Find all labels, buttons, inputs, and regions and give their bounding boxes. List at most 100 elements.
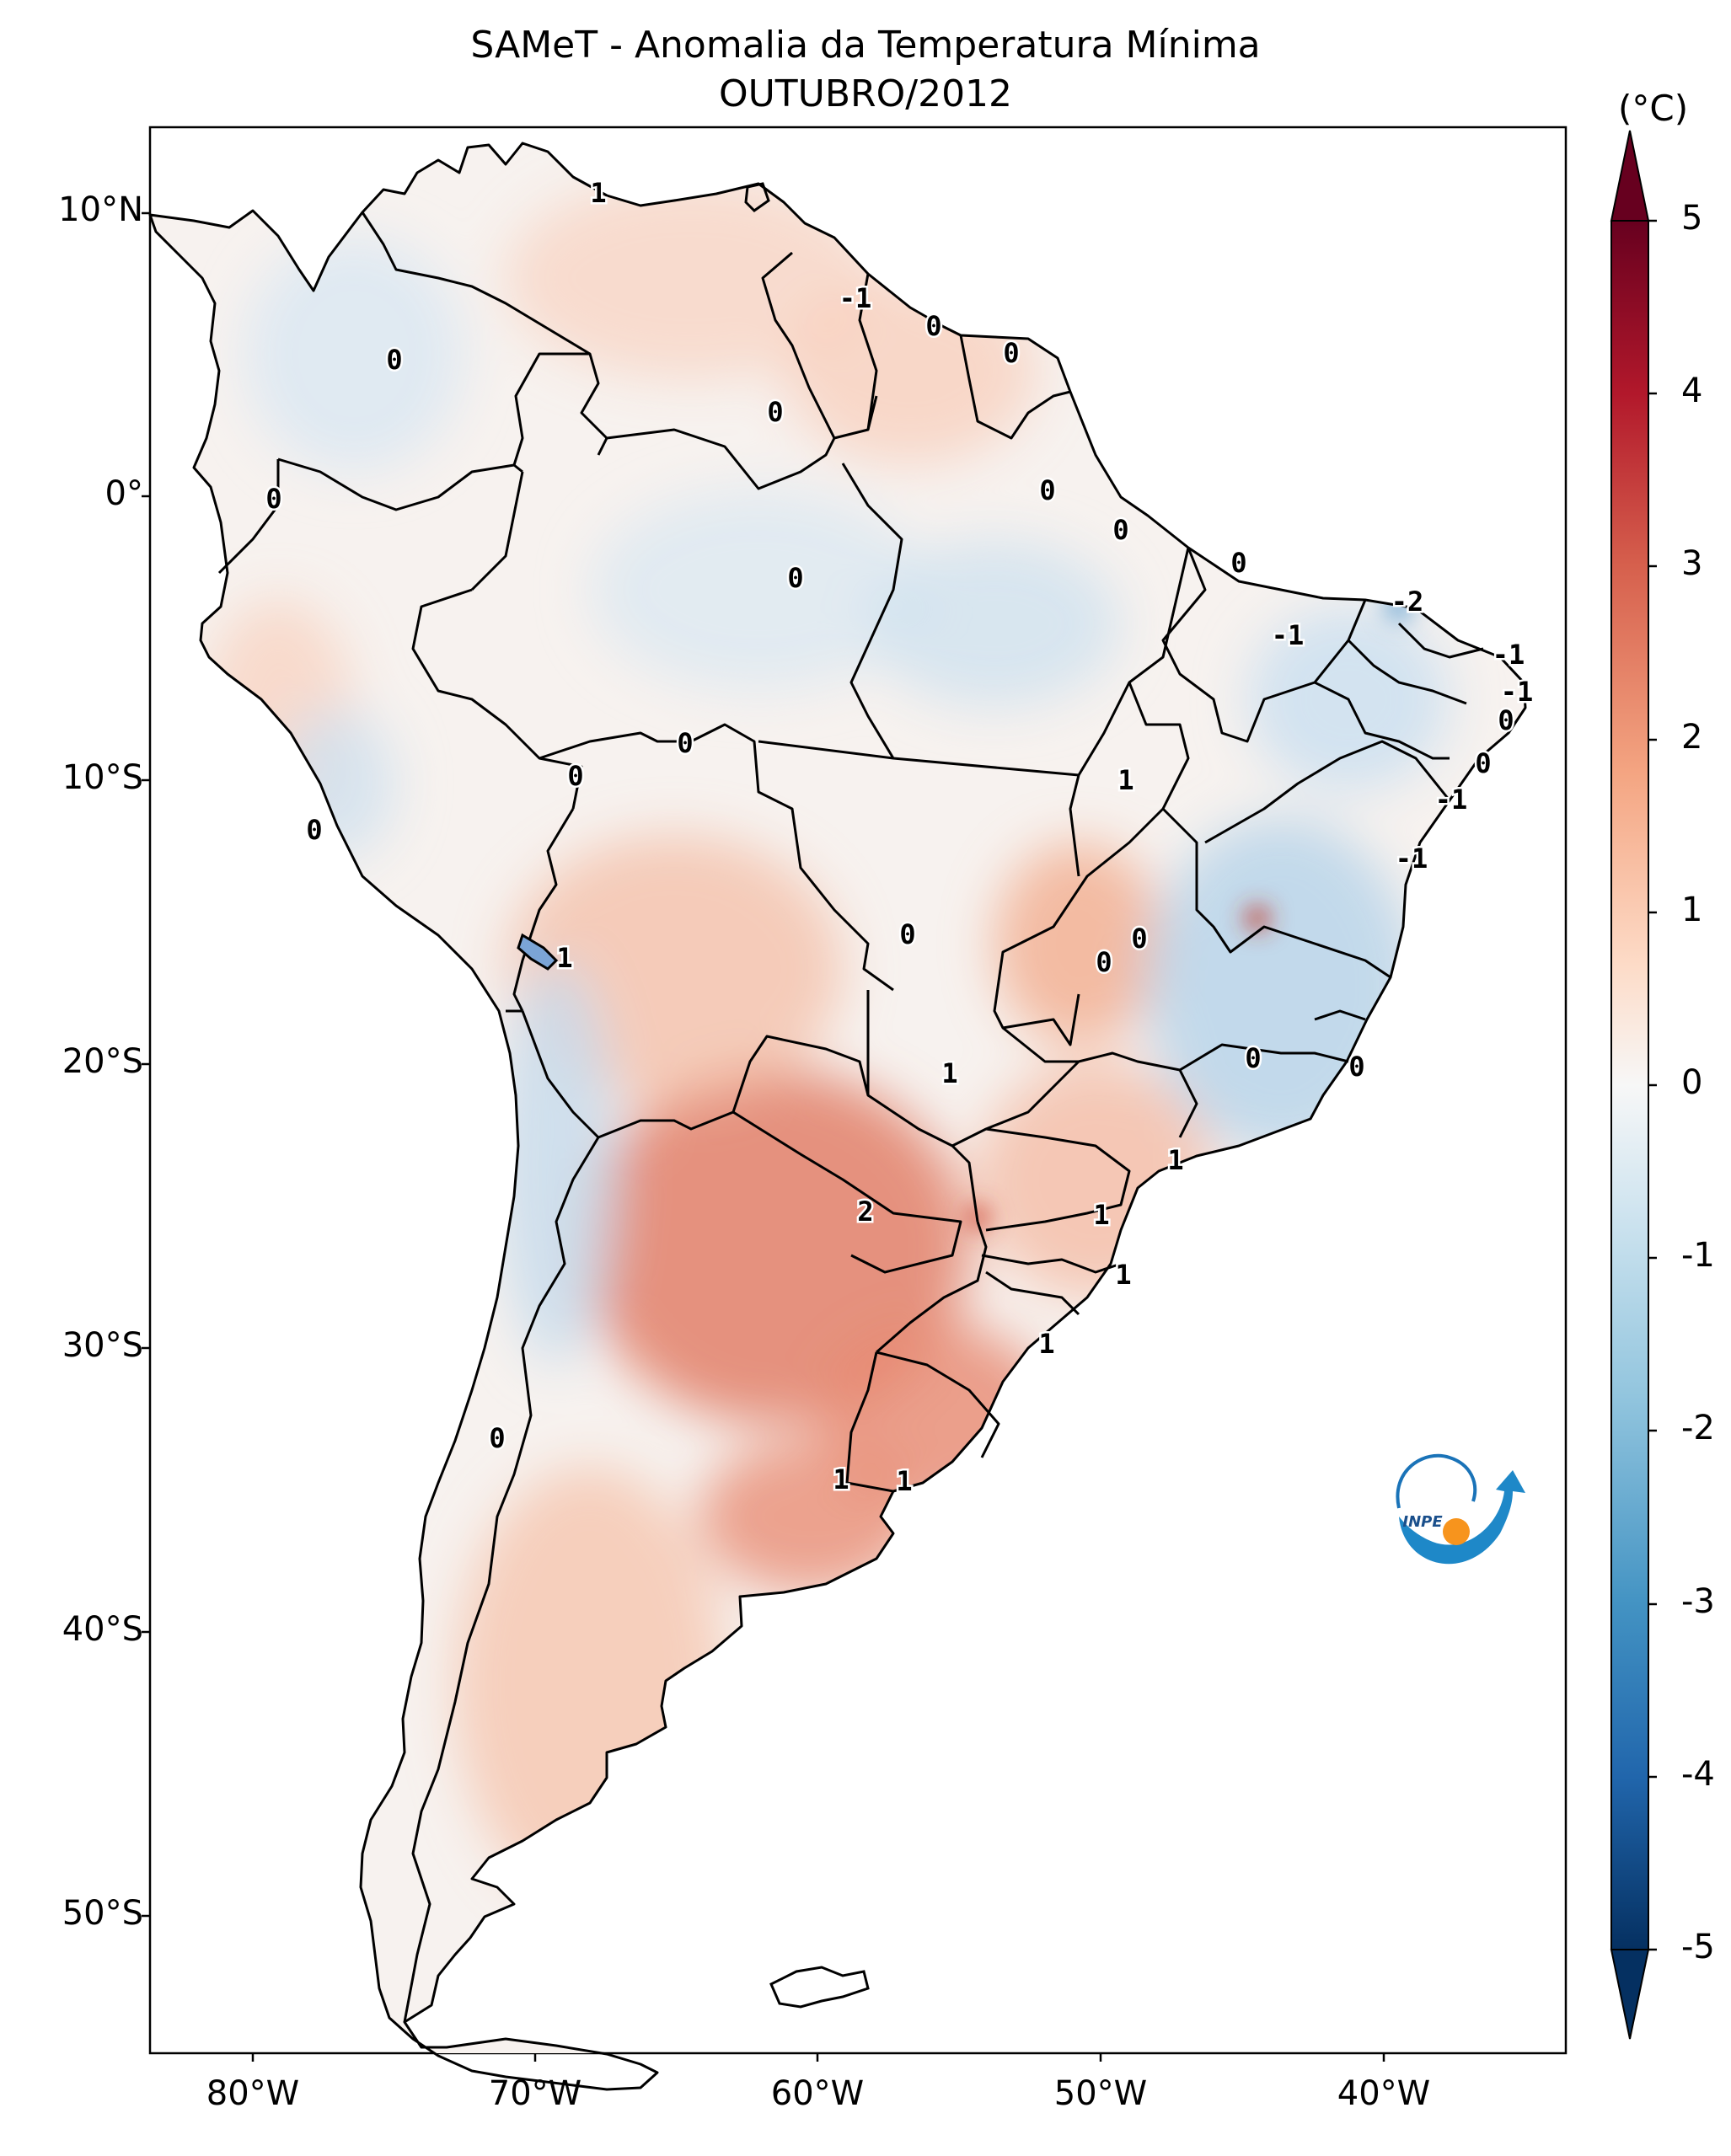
contour-label: -1 [1493, 639, 1525, 671]
colorbar-top-extend [1610, 130, 1650, 222]
trinidad [744, 182, 770, 212]
contour-label: 0 [1003, 337, 1019, 369]
lat-tick-label: 0° [105, 474, 143, 513]
colorbar-tick-label: -4 [1681, 1755, 1715, 1794]
border-brazil-bolivia [539, 723, 894, 992]
brazil-states-southeast [951, 1009, 1366, 1316]
cool-anomaly-colombia [244, 236, 464, 472]
contour-label: -2 [1391, 586, 1424, 618]
contour-label: 0 [1131, 923, 1147, 955]
border-peru-bolivia [512, 808, 575, 1012]
colorbar-unit: (°C) [1618, 88, 1689, 129]
contour-label: 0 [787, 562, 803, 594]
colorbar-tick-label: -1 [1681, 1236, 1715, 1275]
border-paraguay-brazil [867, 1094, 979, 1222]
contour-label: 1 [1115, 1259, 1131, 1291]
contour-label: 1 [896, 1465, 912, 1497]
contour-label: 0 [386, 344, 402, 376]
lon-tick-label: 70°W [488, 2074, 582, 2113]
contour-label: -1 [839, 282, 872, 314]
brazil-states-north [758, 463, 1391, 1046]
warm-anomaly-venezuela [506, 177, 876, 379]
border-ecuador-peru [217, 459, 280, 575]
lat-tick-label: 40°S [62, 1610, 143, 1649]
contour-label: 0 [925, 310, 941, 342]
contour-labels: 1 -1 0 0 0 0 0 0 0 0 0 -2 -1 -1 -1 0 0 -… [264, 175, 1535, 1500]
falkland-islands [769, 1966, 870, 2009]
border-colombia-venezuela [361, 211, 608, 456]
contour-label: -1 [1272, 619, 1305, 651]
contour-label: 0 [767, 396, 783, 428]
colorbar-bottom-extend [1610, 1949, 1650, 2040]
border-guyana-suriname [858, 273, 878, 431]
lon-tick-label: 50°W [1053, 2074, 1148, 2113]
contour-label: 1 [1167, 1144, 1183, 1176]
warm-anomaly-goias [994, 843, 1163, 1045]
contour-label: 0 [265, 483, 281, 515]
border-paraguay-argentina [732, 1110, 962, 1274]
border-bolivia-chile-argentina [521, 1010, 734, 1139]
border-venezuela-guyana [761, 251, 836, 439]
contour-label: 0 [677, 727, 693, 759]
logo-text: INPE [1402, 1513, 1443, 1531]
cool-anomaly-mato-grosso [868, 539, 1121, 708]
logo-orbit-icon [1396, 1453, 1477, 1509]
border-colombia-peru-ecuador [277, 457, 523, 511]
contour-label: 0 [489, 1422, 505, 1454]
axis-ticks [142, 211, 1385, 2062]
inpe-logo: INPE [1396, 1453, 1525, 1565]
chart-title: SAMeT - Anomalia da Temperatura Mínima [470, 24, 1261, 67]
lat-tick-label: 30°S [62, 1326, 143, 1365]
colorbar-tick-label: -2 [1681, 1409, 1715, 1447]
border-argentina-uruguay [845, 1351, 894, 1493]
colorbar-tick-label: 1 [1681, 891, 1703, 929]
contour-label: 0 [306, 814, 322, 846]
contour-label: 0 [1348, 1051, 1364, 1083]
contour-label: 1 [1117, 764, 1133, 796]
contour-label: 0 [1498, 704, 1514, 736]
cool-anomaly-amazon [590, 489, 927, 691]
warm-anomaly-pampas [699, 1441, 919, 1592]
contour-label: 0 [1230, 547, 1246, 579]
border-brazil-peru [411, 588, 583, 810]
border-suriname-guiana [959, 334, 1071, 440]
contour-label: 1 [941, 1057, 957, 1089]
colorbar-tick-label: 5 [1681, 199, 1703, 238]
lake-titicaca [517, 933, 559, 971]
colorbar-tick-label: 2 [1681, 718, 1703, 757]
cool-anomaly-andes [497, 960, 615, 1365]
chart-subtitle: OUTUBRO/2012 [718, 72, 1013, 115]
lon-tick-label: 60°W [770, 2074, 865, 2113]
contour-label: 0 [899, 918, 915, 950]
colorbar [1610, 130, 1657, 2040]
contour-label: -1 [1396, 843, 1428, 875]
colorbar-tick-label: 4 [1681, 372, 1703, 410]
border-brazil-argentina [876, 1221, 988, 1354]
warm-anomaly-chaco [581, 1070, 969, 1424]
contour-label: 1 [1038, 1328, 1054, 1360]
colorbar-tick-label: -5 [1681, 1928, 1715, 1966]
islands [517, 182, 870, 2009]
border-colombia-brazil [470, 352, 590, 591]
brazil-states-northeast [1161, 547, 1484, 844]
lat-tick-label: 10°S [62, 758, 143, 797]
colorbar-body [1610, 220, 1649, 1950]
border-uruguay-brazil [876, 1351, 1000, 1458]
political-borders [148, 142, 1527, 2091]
contour-label: -1 [1501, 676, 1534, 708]
contour-label: 0 [1039, 474, 1055, 506]
logo-swoosh-icon [1399, 1470, 1525, 1565]
contour-label: 0 [1096, 946, 1112, 978]
contour-label: 2 [857, 1196, 873, 1228]
hotspot-minas [1246, 907, 1269, 930]
contour-label: 0 [1112, 514, 1128, 546]
contour-label: 0 [1245, 1042, 1261, 1074]
lat-tick-label: 50°S [62, 1894, 143, 1933]
contour-label: 1 [556, 942, 572, 974]
border-chile-argentina [403, 1137, 600, 2023]
contour-label: -1 [1435, 784, 1468, 816]
colorbar-tick-label: 3 [1681, 544, 1703, 583]
colorbar-tick-label: 0 [1681, 1063, 1703, 1102]
contour-label: 1 [833, 1463, 849, 1495]
